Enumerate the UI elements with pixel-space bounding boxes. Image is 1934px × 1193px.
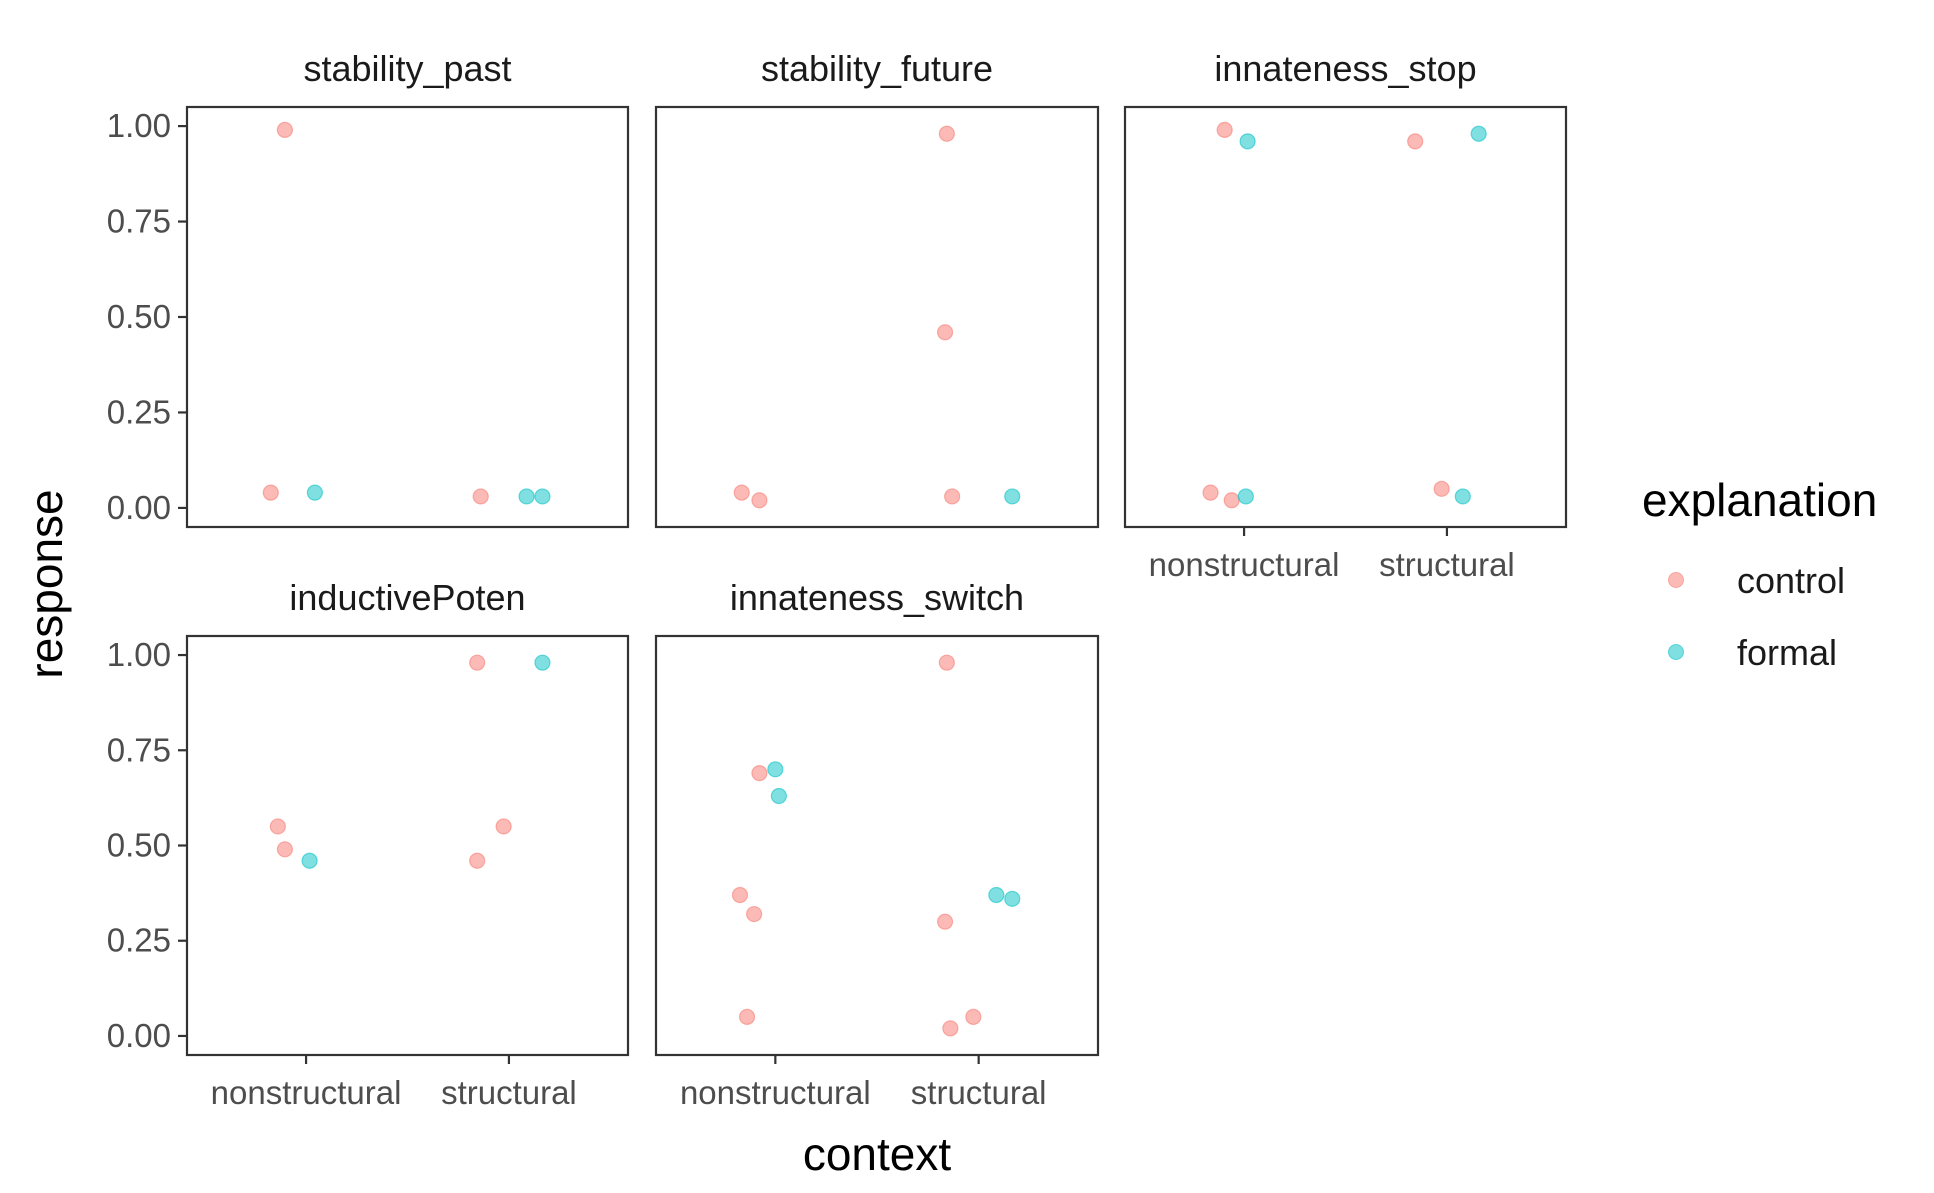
data-point-formal bbox=[767, 761, 784, 778]
x-tick-label: nonstructural bbox=[211, 1074, 402, 1111]
data-point-formal bbox=[301, 852, 318, 869]
data-point-formal bbox=[1239, 133, 1256, 150]
data-point-control bbox=[965, 1008, 982, 1026]
x-tick-label: structural bbox=[911, 1074, 1047, 1111]
y-tick-label: 0.75 bbox=[107, 731, 171, 768]
panel-frame bbox=[654, 105, 1100, 529]
panel-frame bbox=[185, 634, 630, 1057]
y-tick-label: 0.50 bbox=[107, 298, 171, 335]
panel-frame bbox=[185, 105, 630, 529]
data-point-formal bbox=[1470, 125, 1487, 142]
data-point-control bbox=[1407, 133, 1424, 150]
y-tick-label: 0.75 bbox=[107, 203, 171, 240]
y-tick-label: 0.50 bbox=[107, 827, 171, 864]
legend-key-formal bbox=[1668, 644, 1684, 660]
data-point-formal bbox=[770, 787, 787, 805]
x-tick-label: structural bbox=[441, 1074, 577, 1111]
x-tick-label: nonstructural bbox=[680, 1074, 871, 1111]
data-point-control bbox=[262, 484, 279, 501]
x-tick-label: structural bbox=[1379, 546, 1515, 583]
data-point-control bbox=[751, 765, 768, 782]
panel-innateness_stop: innateness_stop nonstructural structural bbox=[1123, 48, 1568, 583]
panel-innateness_switch: innateness_switch nonstructural structural bbox=[654, 577, 1100, 1111]
panel-inductivePoten: inductivePoten 0.00 0.25 0.50 0.75 1.00 nonstr… bbox=[107, 577, 630, 1111]
data-point-control bbox=[751, 492, 768, 509]
data-point-control bbox=[472, 488, 489, 505]
panel-title: inductivePoten bbox=[289, 577, 525, 618]
data-point-control bbox=[938, 654, 955, 671]
data-point-control bbox=[936, 324, 954, 341]
data-point-control bbox=[276, 841, 294, 858]
legend: explanation control formal bbox=[1642, 474, 1877, 673]
data-point-formal bbox=[1237, 488, 1254, 505]
panel-title: innateness_stop bbox=[1214, 48, 1476, 89]
legend-title: explanation bbox=[1642, 474, 1877, 526]
y-axis-title: response bbox=[20, 489, 72, 678]
data-point-control bbox=[1202, 484, 1219, 501]
data-point-formal bbox=[1004, 890, 1021, 907]
data-point-control bbox=[469, 852, 486, 869]
data-point-control bbox=[1216, 121, 1233, 139]
data-point-control bbox=[746, 905, 763, 923]
data-point-control bbox=[738, 1008, 756, 1026]
panel-frame bbox=[654, 634, 1100, 1057]
data-point-formal bbox=[1454, 488, 1471, 505]
panel-stability_future: stability_future bbox=[654, 48, 1100, 529]
panels-layer: stability_past0.000.250.500.751.00stabil… bbox=[107, 48, 1568, 1111]
x-tick-label: nonstructural bbox=[1149, 546, 1340, 583]
legend-label-formal: formal bbox=[1737, 632, 1837, 673]
data-point-control bbox=[944, 488, 961, 505]
panel-title: stability_future bbox=[761, 48, 993, 89]
data-point-control bbox=[936, 913, 954, 930]
x-axis-title: context bbox=[803, 1128, 952, 1180]
legend-key-control bbox=[1668, 572, 1684, 588]
panel-title: innateness_switch bbox=[730, 577, 1024, 618]
panel-frame bbox=[1123, 105, 1568, 529]
y-tick-label: 0.00 bbox=[107, 489, 171, 526]
y-tick-label: 0.00 bbox=[107, 1017, 171, 1054]
data-point-control bbox=[731, 886, 749, 904]
data-point-control bbox=[269, 818, 286, 835]
y-tick-label: 0.25 bbox=[107, 393, 171, 430]
y-tick-label: 1.00 bbox=[107, 107, 171, 144]
y-tick-label: 0.25 bbox=[107, 922, 171, 959]
data-point-control bbox=[276, 121, 294, 139]
data-point-formal bbox=[988, 886, 1005, 904]
data-point-control bbox=[938, 125, 955, 142]
data-point-control bbox=[733, 484, 750, 501]
data-point-formal bbox=[534, 654, 551, 671]
panel-title: stability_past bbox=[303, 48, 511, 89]
y-tick-label: 1.00 bbox=[107, 636, 171, 673]
data-point-formal bbox=[518, 488, 535, 505]
data-point-control bbox=[495, 818, 512, 835]
data-point-formal bbox=[1004, 488, 1021, 505]
data-point-control bbox=[1223, 492, 1240, 509]
data-point-control bbox=[1433, 480, 1450, 497]
data-point-formal bbox=[306, 484, 323, 501]
data-point-control bbox=[942, 1020, 959, 1037]
panel-stability_past: stability_past 0.00 0.25 0.50 0.75 1.00 bbox=[107, 48, 630, 529]
legend-label-control: control bbox=[1737, 560, 1845, 601]
data-point-formal bbox=[534, 488, 551, 505]
data-point-control bbox=[469, 654, 486, 671]
